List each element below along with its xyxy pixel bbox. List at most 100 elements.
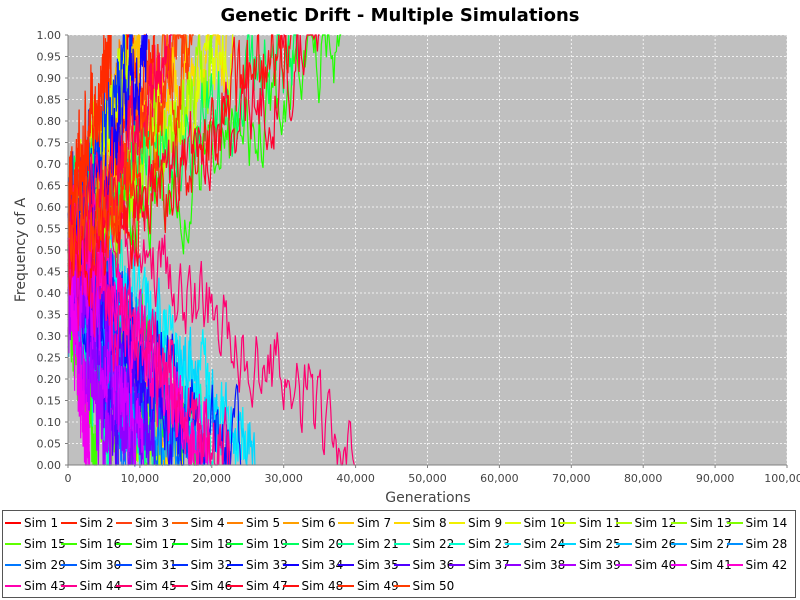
legend-item: Sim 7 (338, 513, 391, 533)
legend-item: Sim 50 (393, 576, 454, 596)
legend-label: Sim 26 (634, 537, 677, 551)
legend-swatch (504, 564, 521, 566)
legend-swatch (338, 522, 354, 524)
legend-item: Sim 17 (116, 534, 177, 554)
legend-swatch (116, 522, 132, 524)
y-tick-label: 0.95 (37, 51, 62, 64)
legend-label: Sim 12 (634, 516, 677, 530)
legend-label: Sim 48 (301, 579, 344, 593)
legend-label: Sim 20 (301, 537, 344, 551)
legend-swatch (560, 522, 576, 524)
legend-swatch (60, 564, 77, 566)
legend-swatch (5, 522, 21, 524)
y-axis-label: Frequency of A (13, 197, 29, 302)
legend-item: Sim 47 (227, 576, 288, 596)
legend-label: Sim 30 (79, 558, 122, 572)
legend-item: Sim 16 (60, 534, 121, 554)
y-tick-label: 0.35 (37, 309, 62, 322)
legend-item: Sim 9 (449, 513, 502, 533)
legend-item: Sim 43 (5, 576, 66, 596)
legend-item: Sim 29 (5, 555, 66, 575)
legend-item: Sim 44 (60, 576, 122, 596)
legend-swatch (227, 522, 243, 524)
legend-item: Sim 45 (116, 576, 177, 596)
series-line-sim-41 (67, 237, 91, 466)
legend-swatch (504, 522, 521, 524)
legend-swatch (449, 522, 465, 524)
legend-swatch (5, 543, 21, 545)
y-tick-label: 0.65 (37, 180, 62, 193)
legend-item: Sim 13 (671, 513, 732, 533)
y-tick-label: 0.20 (37, 373, 62, 386)
legend-item: Sim 31 (116, 555, 177, 575)
legend-swatch (615, 522, 632, 524)
legend-swatch (671, 564, 687, 566)
legend-swatch (726, 564, 743, 566)
legend-item: Sim 11 (560, 513, 621, 533)
legend-label: Sim 44 (79, 579, 122, 593)
legend-label: Sim 32 (190, 558, 233, 572)
legend-item: Sim 49 (338, 576, 399, 596)
legend-label: Sim 17 (135, 537, 177, 551)
legend-swatch (560, 543, 576, 545)
legend-item: Sim 27 (671, 534, 732, 554)
legend-label: Sim 13 (690, 516, 732, 530)
legend-label: Sim 21 (357, 537, 399, 551)
legend-item: Sim 20 (282, 534, 344, 554)
legend-label: Sim 10 (523, 516, 566, 530)
legend-item: Sim 28 (726, 534, 787, 554)
legend-label: Sim 41 (690, 558, 732, 572)
legend-swatch (338, 543, 354, 545)
legend-swatch (5, 585, 21, 587)
legend-swatch (393, 543, 410, 545)
legend-swatch (615, 564, 632, 566)
legend-item: Sim 24 (504, 534, 565, 554)
x-tick-label: 0 (65, 472, 72, 485)
legend-item: Sim 38 (504, 555, 566, 575)
legend-label: Sim 38 (523, 558, 566, 572)
legend-label: Sim 2 (79, 516, 114, 530)
chart-legend: Sim 1 Sim 2 Sim 3 Sim 4 Sim 5 Sim 6 Sim 7 Sim 8… (2, 510, 796, 598)
legend-swatch (5, 564, 21, 566)
y-tick-label: 0.70 (37, 158, 62, 171)
legend-label: Sim 8 (412, 516, 447, 530)
legend-label: Sim 36 (412, 558, 455, 572)
x-tick-label: 30,000 (264, 472, 303, 485)
y-tick-label: 0.30 (37, 330, 62, 343)
legend-label: Sim 39 (579, 558, 621, 572)
x-tick-label: 70,000 (552, 472, 591, 485)
legend-swatch (282, 564, 299, 566)
legend-swatch (282, 585, 299, 587)
legend-item: Sim 36 (393, 555, 455, 575)
legend-label: Sim 35 (357, 558, 399, 572)
legend-swatch (671, 522, 687, 524)
x-tick-label: 60,000 (480, 472, 519, 485)
x-axis-label: Generations (385, 490, 470, 506)
series-line-sim-44 (67, 221, 231, 466)
x-tick-label: 80,000 (624, 472, 663, 485)
legend-label: Sim 18 (190, 537, 233, 551)
legend-swatch (282, 543, 299, 545)
legend-item: Sim 41 (671, 555, 732, 575)
legend-label: Sim 11 (579, 516, 621, 530)
y-tick-label: 0.55 (37, 223, 62, 236)
legend-item: Sim 8 (393, 513, 447, 533)
legend-label: Sim 7 (357, 516, 392, 530)
legend-item: Sim 46 (171, 576, 233, 596)
legend-label: Sim 34 (301, 558, 344, 572)
legend-label: Sim 46 (190, 579, 233, 593)
legend-item: Sim 37 (449, 555, 510, 575)
legend-item: Sim 42 (726, 555, 788, 575)
legend-item: Sim 15 (5, 534, 66, 554)
legend-swatch (726, 522, 743, 524)
legend-label: Sim 42 (745, 558, 788, 572)
legend-label: Sim 29 (24, 558, 66, 572)
legend-item: Sim 39 (560, 555, 621, 575)
series-line-sim-47 (67, 33, 320, 259)
y-tick-label: 0.25 (37, 352, 62, 365)
legend-label: Sim 14 (745, 516, 788, 530)
series-line-sim-50 (67, 34, 194, 276)
legend-label: Sim 25 (579, 537, 621, 551)
legend-label: Sim 6 (301, 516, 336, 530)
legend-swatch (60, 543, 77, 545)
